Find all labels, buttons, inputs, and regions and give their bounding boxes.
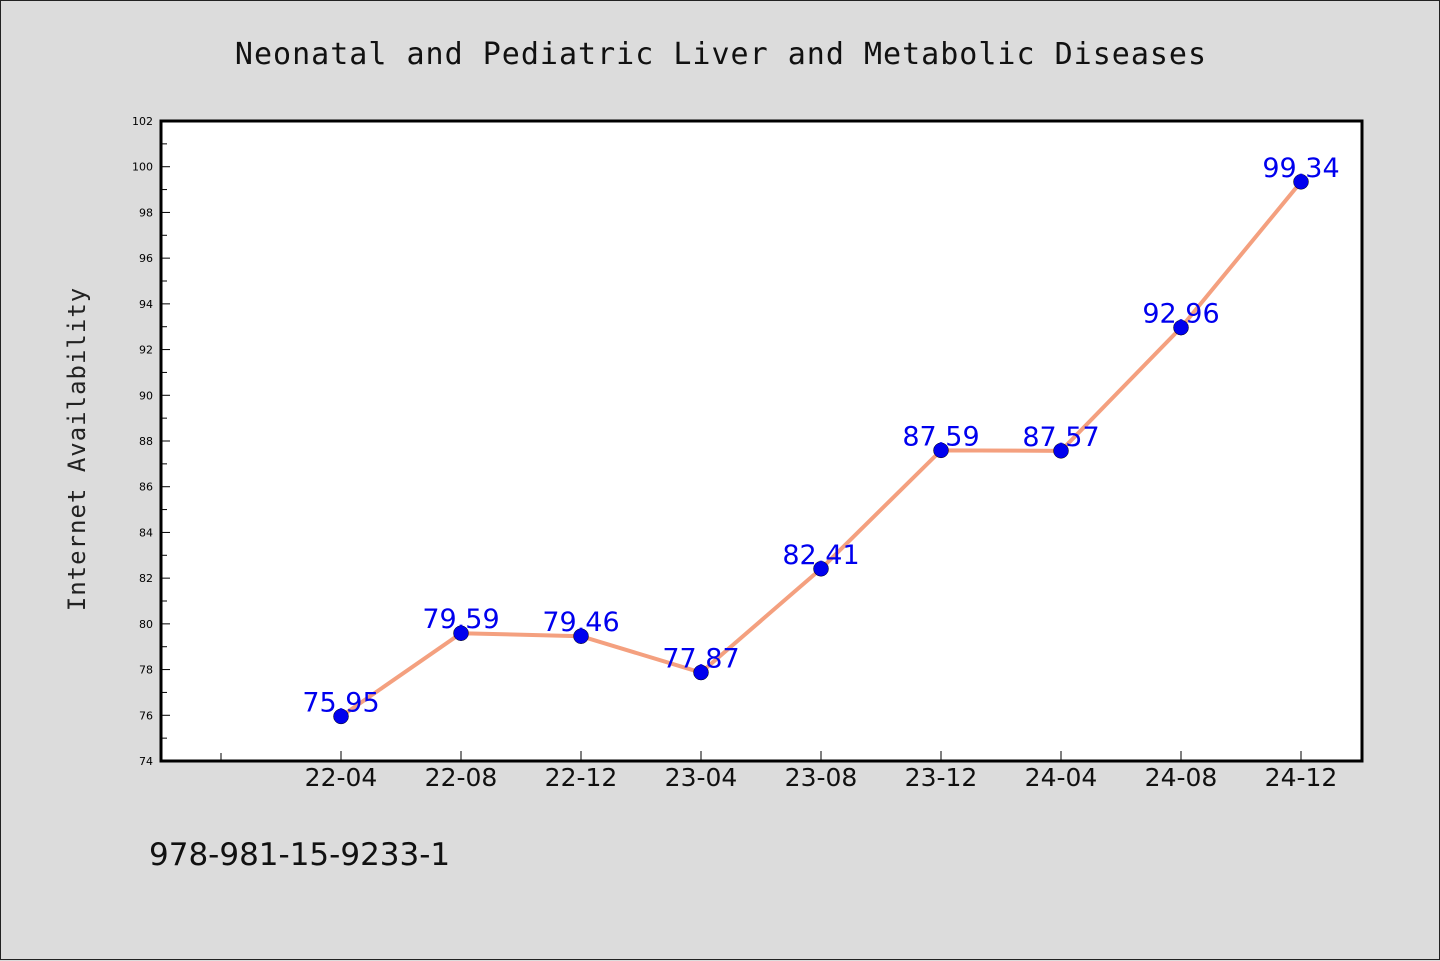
plot-area xyxy=(159,119,1364,763)
x-tick-label: 24-04 xyxy=(1025,763,1098,792)
y-tick-label: 84 xyxy=(139,526,153,539)
y-tick-label: 76 xyxy=(139,709,153,722)
y-tick-label: 98 xyxy=(139,206,153,219)
data-point xyxy=(1173,319,1189,336)
y-tick-label: 74 xyxy=(139,755,153,768)
data-point xyxy=(333,708,349,725)
data-point xyxy=(1053,443,1069,459)
y-tick-label: 92 xyxy=(139,344,153,357)
y-tick-label: 86 xyxy=(139,481,153,494)
data-label: 87.57 xyxy=(1022,422,1099,453)
x-tick-label: 23-04 xyxy=(665,763,738,792)
y-tick-label: 100 xyxy=(132,161,153,174)
data-point xyxy=(693,664,709,681)
y-axis-label: Internet Availability xyxy=(63,287,91,611)
series-layer: 75.95 79.59 79.46 77.87 82.41 87.59 87.57 92.96… xyxy=(302,153,1340,725)
y-tick-label: 102 xyxy=(132,115,153,128)
data-label: 77.87 xyxy=(662,644,739,675)
data-label: 79.46 xyxy=(542,607,619,638)
x-tick-label: 22-08 xyxy=(425,763,498,792)
y-tick-label: 82 xyxy=(139,572,153,585)
y-axis: 74 76 78 80 82 84 86 88 90 92 94 96 98 100 102 xyxy=(132,115,170,768)
data-label: 79.59 xyxy=(422,604,499,635)
data-point xyxy=(1293,174,1309,190)
y-tick-label: 80 xyxy=(139,618,153,631)
y-tick-label: 88 xyxy=(139,435,153,448)
y-tick-label: 78 xyxy=(139,664,153,677)
data-label: 75.95 xyxy=(302,687,379,718)
x-tick-label: 23-12 xyxy=(905,763,978,792)
data-point xyxy=(933,442,949,459)
data-label: 87.59 xyxy=(902,421,979,452)
footer-isbn: 978-981-15-9233-1 xyxy=(149,837,450,873)
data-label: 92.96 xyxy=(1142,299,1219,330)
y-tick-label: 90 xyxy=(139,389,153,402)
data-label: 82.41 xyxy=(782,540,859,571)
y-tick-label: 96 xyxy=(139,252,153,265)
x-axis: 22-04 22-08 22-12 23-04 23-08 23-12 24-04 24-08… xyxy=(220,751,1338,792)
chart-title: Neonatal and Pediatric Liver and Metabol… xyxy=(235,37,1207,72)
x-tick-label: 24-08 xyxy=(1145,763,1218,792)
x-tick-label: 24-12 xyxy=(1265,763,1338,792)
data-point xyxy=(453,625,469,641)
y-tick-label: 94 xyxy=(139,298,153,311)
x-tick-label: 22-04 xyxy=(305,763,378,792)
x-tick-label: 23-08 xyxy=(785,763,858,792)
data-label: 99.34 xyxy=(1262,153,1339,184)
x-tick-label: 22-12 xyxy=(545,763,618,792)
data-point xyxy=(573,628,589,644)
data-point xyxy=(813,561,829,577)
